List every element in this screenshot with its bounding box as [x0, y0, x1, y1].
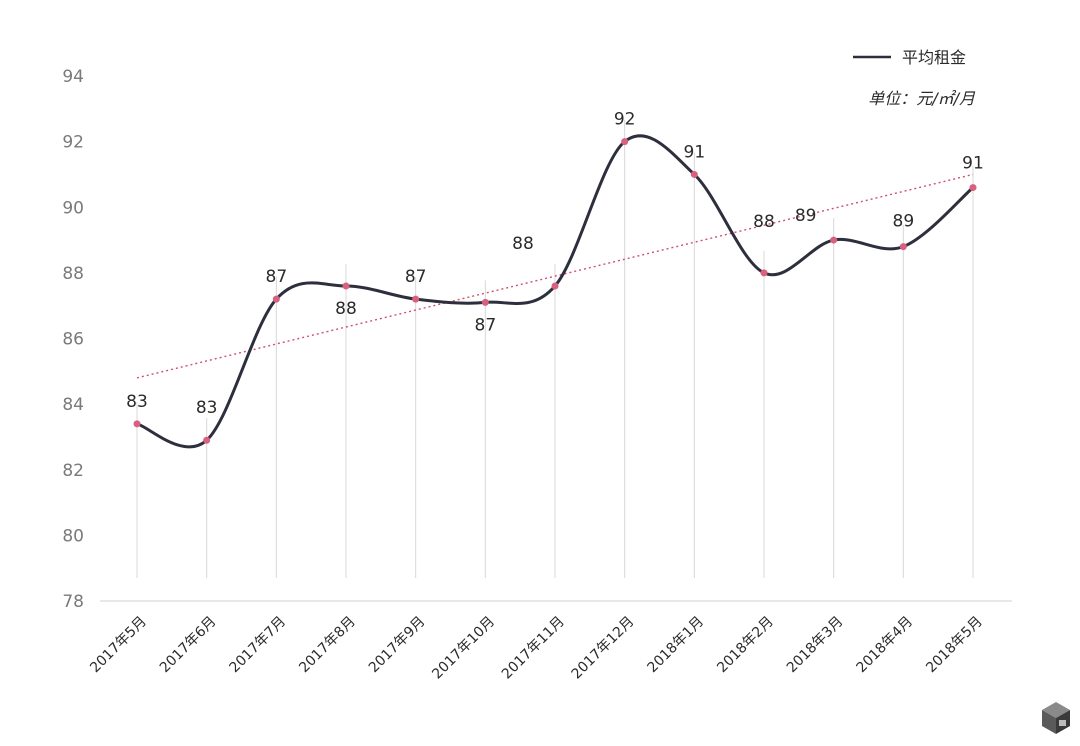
legend: 平均租金 — [853, 48, 966, 67]
unit-label: 单位：元/㎡/月 — [868, 89, 976, 108]
data-label: 91 — [962, 154, 984, 174]
data-label: 83 — [126, 392, 148, 412]
data-point — [272, 295, 280, 303]
data-point — [203, 436, 211, 444]
data-point — [760, 269, 768, 277]
y-tick-label: 88 — [62, 264, 84, 284]
x-tick-label: 2017年5月 — [87, 614, 150, 677]
data-point — [830, 236, 838, 244]
x-tick-label: 2018年1月 — [645, 614, 708, 677]
data-label: 89 — [893, 212, 915, 232]
data-label: 92 — [614, 110, 636, 130]
x-tick-label: 2018年2月 — [714, 614, 777, 677]
data-point — [621, 138, 629, 146]
data-point — [133, 420, 141, 428]
y-tick-label: 86 — [62, 330, 84, 350]
x-axis-ticks: 2017年5月 2017年6月 2017年7月 2017年8月 2017年9月 2017年… — [87, 614, 986, 683]
y-tick-label: 90 — [62, 198, 84, 218]
data-label: 88 — [335, 299, 357, 319]
x-tick-label: 2017年6月 — [157, 614, 220, 677]
data-point — [551, 282, 559, 290]
data-label: 87 — [266, 267, 288, 287]
data-label: 89 — [795, 206, 817, 226]
data-markers — [133, 138, 977, 444]
y-tick-label: 78 — [62, 592, 84, 612]
x-tick-label: 2017年7月 — [227, 614, 290, 677]
data-point — [899, 243, 907, 251]
legend-label: 平均租金 — [902, 48, 966, 67]
data-labels: 83 83 87 88 87 87 88 92 91 88 89 89 91 — [126, 110, 984, 419]
x-tick-label: 2017年9月 — [366, 614, 429, 677]
data-point — [342, 282, 350, 290]
series-line-平均租金 — [136, 134, 974, 449]
y-axis: 78 80 82 84 86 88 90 92 94 — [62, 67, 84, 612]
y-tick-label: 92 — [62, 133, 84, 153]
x-tick-label: 2018年5月 — [923, 614, 986, 677]
x-tick-label: 2018年3月 — [784, 614, 847, 677]
data-point — [690, 170, 698, 178]
y-tick-label: 82 — [62, 461, 84, 481]
data-point — [481, 298, 489, 306]
data-label: 87 — [475, 315, 497, 335]
y-tick-label: 84 — [62, 395, 84, 415]
data-label: 88 — [753, 212, 775, 232]
cube-logo-icon — [1042, 702, 1070, 734]
drop-lines — [136, 119, 974, 578]
data-label: 87 — [405, 267, 427, 287]
data-point — [412, 295, 420, 303]
data-label: 88 — [512, 234, 534, 254]
x-tick-label: 2017年8月 — [296, 614, 359, 677]
data-point — [969, 184, 977, 192]
data-label: 91 — [684, 142, 706, 162]
x-tick-label: 2017年12月 — [569, 614, 638, 683]
x-tick-label: 2018年4月 — [854, 614, 917, 677]
y-tick-label: 80 — [62, 526, 84, 546]
data-label: 83 — [196, 398, 218, 418]
x-tick-label: 2017年10月 — [429, 614, 498, 683]
y-tick-label: 94 — [62, 67, 84, 87]
x-tick-label: 2017年11月 — [499, 614, 568, 683]
trendline — [136, 173, 974, 379]
